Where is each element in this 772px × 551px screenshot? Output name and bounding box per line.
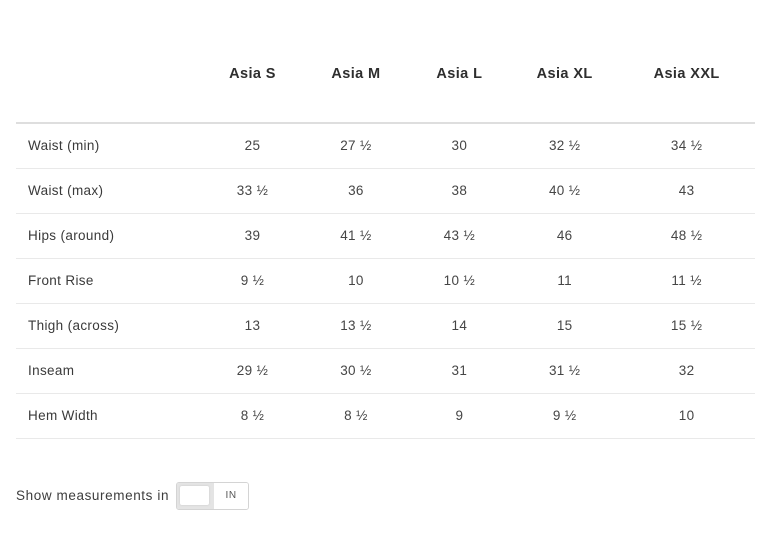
cell-value: 38 (407, 168, 512, 214)
table-row: Thigh (across) 13 13 ½ 14 15 15 ½ (16, 303, 755, 349)
cell-value: 10 ½ (407, 258, 512, 304)
cell-value: 30 ½ (304, 348, 408, 394)
cell-value: 43 (618, 168, 755, 214)
row-label: Inseam (16, 348, 201, 394)
cell-value: 9 ½ (200, 258, 305, 304)
cell-value: 14 (407, 303, 512, 349)
cell-value: 27 ½ (304, 123, 408, 169)
column-header-asia-m: Asia M (304, 0, 408, 124)
row-label: Waist (min) (16, 123, 201, 169)
table-row: Waist (min) 25 27 ½ 30 32 ½ 34 ½ (16, 123, 755, 169)
cell-value: 30 (407, 123, 512, 169)
cell-value: 10 (304, 258, 408, 304)
cell-value: 8 ½ (304, 393, 408, 439)
cell-value: 40 ½ (511, 168, 619, 214)
cell-value: 32 ½ (511, 123, 619, 169)
column-header-asia-s: Asia S (200, 0, 305, 124)
row-label: Front Rise (16, 258, 201, 304)
cell-value: 9 (407, 393, 512, 439)
cell-value: 46 (511, 213, 619, 259)
size-chart-table: Asia S Asia M Asia L Asia XL Asia XXL Wa… (16, 0, 755, 439)
cell-value: 13 (200, 303, 305, 349)
corner-cell (16, 0, 201, 124)
header-row: Asia S Asia M Asia L Asia XL Asia XXL (16, 0, 755, 124)
cell-value: 31 (407, 348, 512, 394)
cell-value: 31 ½ (511, 348, 619, 394)
cell-value: 11 ½ (618, 258, 755, 304)
cell-value: 32 (618, 348, 755, 394)
cell-value: 13 ½ (304, 303, 408, 349)
row-label: Waist (max) (16, 168, 201, 214)
table-row: Front Rise 9 ½ 10 10 ½ 11 11 ½ (16, 258, 755, 304)
column-header-asia-l: Asia L (407, 0, 512, 124)
cell-value: 25 (200, 123, 305, 169)
cell-value: 43 ½ (407, 213, 512, 259)
table-row: Hips (around) 39 41 ½ 43 ½ 46 48 ½ (16, 213, 755, 259)
toggle-knob (180, 485, 210, 505)
cell-value: 41 ½ (304, 213, 408, 259)
cell-value: 48 ½ (618, 213, 755, 259)
unit-label: IN (214, 482, 249, 509)
column-header-asia-xl: Asia XL (511, 0, 619, 124)
row-label: Hips (around) (16, 213, 201, 259)
measurement-unit-row: Show measurements in IN (16, 481, 772, 510)
row-label: Hem Width (16, 393, 201, 439)
cell-value: 29 ½ (200, 348, 305, 394)
row-label: Thigh (across) (16, 303, 201, 349)
show-measurements-label: Show measurements in (16, 488, 170, 503)
cell-value: 15 (511, 303, 619, 349)
toggle-track (177, 482, 215, 509)
cell-value: 36 (304, 168, 408, 214)
cell-value: 11 (511, 258, 619, 304)
cell-value: 34 ½ (618, 123, 755, 169)
cell-value: 15 ½ (618, 303, 755, 349)
cell-value: 8 ½ (200, 393, 305, 439)
unit-toggle-switch[interactable]: IN (176, 481, 250, 510)
column-header-asia-xxl: Asia XXL (618, 0, 755, 124)
cell-value: 10 (618, 393, 755, 439)
table-row: Hem Width 8 ½ 8 ½ 9 9 ½ 10 (16, 393, 755, 439)
cell-value: 33 ½ (200, 168, 305, 214)
cell-value: 9 ½ (511, 393, 619, 439)
table-row: Waist (max) 33 ½ 36 38 40 ½ 43 (16, 168, 755, 214)
cell-value: 39 (200, 213, 305, 259)
table-row: Inseam 29 ½ 30 ½ 31 31 ½ 32 (16, 348, 755, 394)
